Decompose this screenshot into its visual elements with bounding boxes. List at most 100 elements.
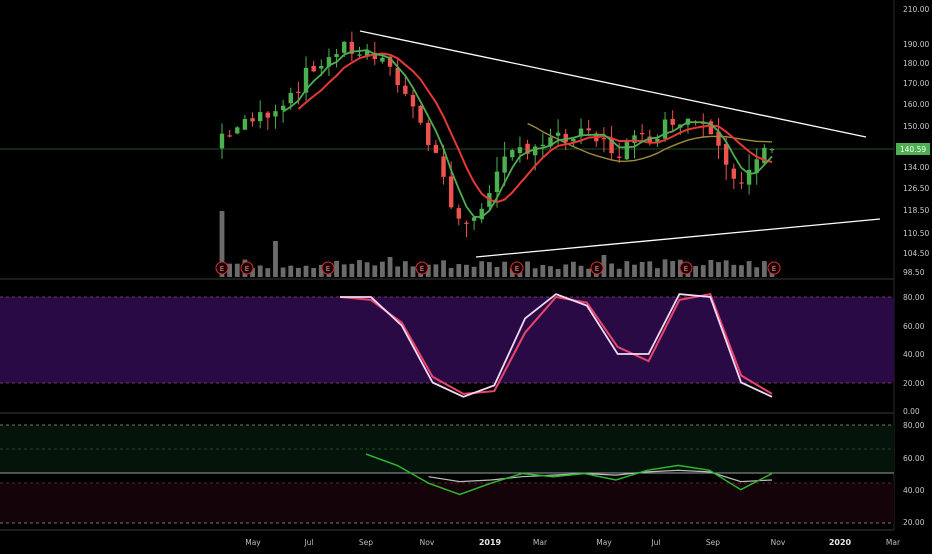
candle-body xyxy=(563,133,568,142)
earnings-marker[interactable]: E xyxy=(679,261,693,275)
earnings-marker-circle xyxy=(767,261,781,275)
price-axis-tick-label: 160.00 xyxy=(903,100,929,109)
volume-bar xyxy=(609,263,614,277)
stochastic-band xyxy=(0,297,894,383)
trendline-upper xyxy=(359,30,867,138)
volume-bar xyxy=(494,266,500,277)
volume-bar xyxy=(227,263,233,277)
candle-body xyxy=(670,118,675,125)
candle-body xyxy=(426,122,431,145)
earnings-marker-label: E xyxy=(684,265,688,273)
volume-bar xyxy=(532,268,538,277)
candle-body xyxy=(601,138,607,140)
volume-bar xyxy=(540,265,546,277)
candle-body xyxy=(494,171,500,193)
candle-body xyxy=(418,106,423,123)
volume-bar xyxy=(357,260,362,277)
earnings-marker[interactable]: E xyxy=(590,261,604,275)
candle-body xyxy=(548,137,553,147)
moving-averages xyxy=(282,49,773,219)
candle-body xyxy=(235,127,240,134)
volume-bar xyxy=(295,267,301,277)
volume-bar xyxy=(632,264,637,277)
volume-bar xyxy=(471,266,477,277)
candle-body xyxy=(395,67,400,86)
earnings-marker-circle xyxy=(240,261,254,275)
price-axis-tick-label: 98.50 xyxy=(903,268,925,277)
earnings-marker[interactable]: E xyxy=(240,261,254,275)
earnings-marker[interactable]: E xyxy=(321,261,335,275)
time-axis-label: 2020 xyxy=(829,538,852,547)
earnings-marker-circle xyxy=(215,261,229,275)
candle-body xyxy=(464,222,469,224)
volume-bar xyxy=(693,265,699,277)
price-axis-tick-label: 210.00 xyxy=(903,5,929,14)
candle-body xyxy=(326,57,332,67)
rsi-axis-tick-label: 80.00 xyxy=(903,421,925,430)
volume-bar xyxy=(754,267,760,277)
volume-bar xyxy=(548,266,553,277)
volume-bar xyxy=(486,262,492,277)
price-axis-labels[interactable]: 210.00 190.00 180.00 170.00 160.00 150.00 134.… xyxy=(903,5,929,277)
rsi-axis-labels[interactable]: 80.00 60.00 40.00 20.00 xyxy=(903,421,925,527)
candle-body xyxy=(609,138,614,154)
candle-body xyxy=(319,65,324,69)
volume-bar xyxy=(250,268,255,277)
candle-body xyxy=(303,67,309,93)
volume-bar xyxy=(716,262,721,277)
earnings-marker-label: E xyxy=(326,265,330,273)
candle-body xyxy=(517,147,523,154)
candle-body xyxy=(502,156,507,173)
time-axis-label: Nov xyxy=(420,538,435,547)
time-axis-label: Jul xyxy=(650,538,660,547)
candle-body xyxy=(555,132,561,136)
volume-bar xyxy=(655,268,660,277)
volume-bar xyxy=(425,264,431,277)
candle-body xyxy=(662,119,668,139)
volume-bar xyxy=(387,257,393,277)
volume-bar xyxy=(525,261,530,277)
price-axis-tick-label: 134.00 xyxy=(903,163,929,172)
volume-bar xyxy=(555,268,561,277)
stochastic-axis-labels[interactable]: 80.00 60.00 40.00 20.00 0.00 xyxy=(903,293,925,416)
volume-bar xyxy=(601,255,607,277)
moving-average-fast xyxy=(282,49,773,219)
volume-bar xyxy=(380,261,385,277)
time-axis-label: May xyxy=(245,538,261,547)
candle-body xyxy=(372,52,377,59)
candle-body xyxy=(739,182,744,184)
earnings-marker[interactable]: E xyxy=(510,261,524,275)
candle-body xyxy=(273,111,278,117)
volume-bar xyxy=(318,264,324,277)
time-axis-labels[interactable]: May Jul Sep Nov 2019 Mar May Jul Sep Nov 2020 Mar xyxy=(245,538,901,547)
price-axis-tick-label: 190.00 xyxy=(903,40,929,49)
volume-bar xyxy=(639,261,645,277)
candle-body xyxy=(586,128,591,131)
candle-body xyxy=(769,149,775,151)
candle-body xyxy=(754,159,759,173)
candle-body xyxy=(448,176,454,208)
earnings-marker[interactable]: E xyxy=(767,261,781,275)
earnings-marker-circle xyxy=(321,261,335,275)
time-axis-label: Mar xyxy=(886,538,901,547)
candle-body xyxy=(342,41,347,53)
volume-bar xyxy=(441,260,446,277)
candle-body xyxy=(647,136,652,144)
rsi-lower-zone xyxy=(0,483,894,523)
candle-body xyxy=(540,144,546,146)
earnings-marker-circle xyxy=(679,261,693,275)
volume-bar xyxy=(433,264,439,277)
earnings-marker[interactable]: E xyxy=(415,261,429,275)
volume-bar xyxy=(303,265,309,277)
volume-bar xyxy=(288,265,294,277)
candle-body xyxy=(433,144,439,153)
earnings-marker-label: E xyxy=(420,265,424,273)
volume-bar xyxy=(410,266,416,277)
volume-bar xyxy=(670,261,676,277)
earnings-marker[interactable]: E xyxy=(215,261,229,275)
earnings-marker-label: E xyxy=(595,265,599,273)
trendline-lower xyxy=(475,218,881,258)
